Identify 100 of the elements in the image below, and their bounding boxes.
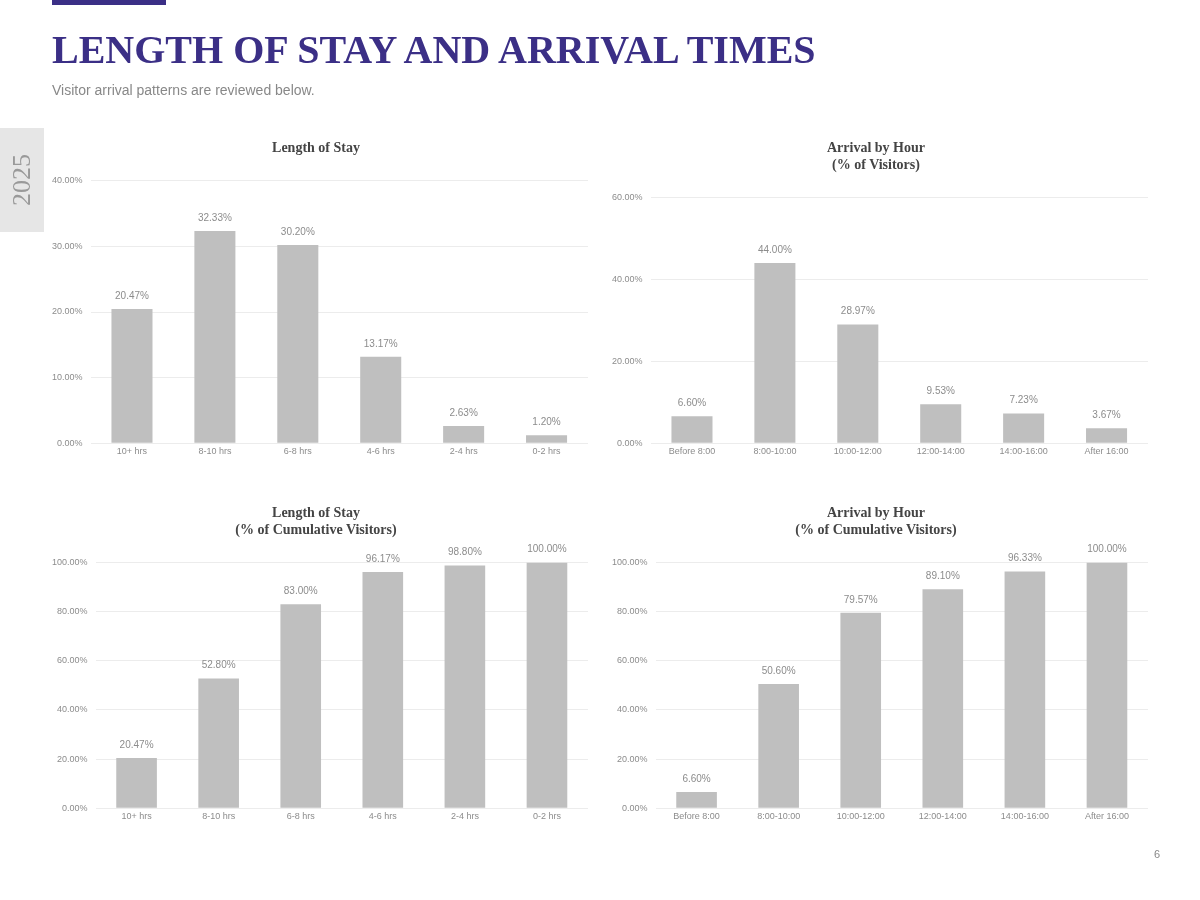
data-label: 52.80% [201,659,236,671]
x-tick-label: 12:00-14:00 [918,811,967,822]
data-label: 32.33% [197,211,232,223]
data-label: 98.80% [447,546,482,558]
data-label: 96.33% [1007,552,1042,564]
chart-title: Arrival by Hour (% of Cumulative Visitors) [795,505,958,538]
x-tick-label: 10+ hrs [121,811,153,822]
data-label: 2.63% [449,406,478,418]
data-label: 50.60% [761,664,796,676]
data-label: 13.17% [363,337,398,349]
data-label: 20.47% [115,289,150,301]
x-tick-label: 14:00-16:00 [999,446,1048,457]
y-tick-label: 30.00% [51,240,83,251]
bar [920,404,962,443]
text: 2025 [7,154,37,206]
chart-title: Arrival by Hour (% of Visitors) [827,140,925,173]
bar [671,416,713,443]
bar [922,589,964,808]
data-label: 20.47% [119,738,154,750]
y-tick-label: 60.00% [57,655,88,666]
x-tick-label: 8:00-10:00 [757,811,801,822]
data-label: 96.17% [365,552,400,564]
bar [1003,413,1045,443]
y-tick-label: 60.00% [611,192,643,203]
data-label: 1.20% [532,416,561,428]
bar [526,435,568,443]
x-tick-label: 2-4 hrs [449,446,479,457]
x-tick-label: 8-10 hrs [198,446,232,457]
y-tick-label: 100.00% [612,557,648,568]
bar [198,678,239,808]
y-tick-label: 40.00% [611,273,643,284]
y-tick-label: 20.00% [51,306,83,317]
y-tick-label: 0.00% [62,802,88,813]
x-tick-label: 8:00-10:00 [753,446,797,457]
y-tick-label: 20.00% [611,355,643,366]
chart-title: Length of Stay (% of Cumulative Visitors) [235,505,398,538]
x-tick-label: 12:00-14:00 [916,446,965,457]
data-label: 100.00% [527,543,567,555]
y-tick-label: 10.00% [51,372,83,383]
x-tick-label: 4-6 hrs [366,446,396,457]
bar [1086,428,1128,443]
y-tick-label: 20.00% [617,753,648,764]
y-tick-label: 40.00% [51,175,83,186]
x-tick-label: 2-4 hrs [450,811,480,822]
x-tick-label: 10+ hrs [116,446,148,457]
data-label: 28.97% [840,305,875,317]
x-tick-label: 10:00-12:00 [836,811,885,822]
bar [443,425,485,443]
data-label: 79.57% [843,593,878,605]
x-tick-label: After 16:00 [1084,446,1129,457]
y-tick-label: 20.00% [57,753,88,764]
bar [837,324,879,443]
bar [116,757,157,808]
y-tick-label: 40.00% [57,704,88,715]
x-tick-label: 6-8 hrs [283,446,313,457]
y-tick-label: 0.00% [616,437,643,448]
bar [360,356,402,443]
x-tick-label: 4-6 hrs [368,811,398,822]
bar [758,683,799,808]
bar [1004,571,1046,808]
text: LENGTH OF STAY AND ARRIVAL TIMES [52,26,816,73]
data-label: 6.60% [677,396,707,408]
chart-title: Length of Stay [272,140,360,156]
y-tick-label: 0.00% [622,802,648,813]
data-label: 7.23% [1009,394,1038,406]
data-label: 44.00% [757,243,792,255]
bar [526,562,568,808]
y-tick-label: 100.00% [52,557,88,568]
bar [444,565,486,808]
bar [754,263,796,443]
bar [111,308,153,443]
data-label: 100.00% [1087,543,1127,555]
x-tick-label: Before 8:00 [668,446,716,457]
bar [362,572,404,808]
bar [280,604,322,808]
bar [676,791,717,808]
bar [840,612,882,808]
x-tick-label: 8-10 hrs [202,811,236,822]
x-tick-label: Before 8:00 [673,811,720,822]
data-label: 89.10% [925,570,960,582]
y-tick-label: 80.00% [57,606,88,617]
x-tick-label: After 16:00 [1084,811,1129,822]
data-label: 9.53% [926,384,955,396]
x-tick-label: 14:00-16:00 [1000,811,1049,822]
data-label: 30.20% [280,225,315,237]
y-tick-label: 80.00% [617,606,648,617]
bar [194,231,236,443]
x-tick-label: 6-8 hrs [286,811,316,822]
y-tick-label: 0.00% [56,437,83,448]
y-tick-label: 40.00% [617,704,648,715]
text: Visitor arrival patterns are reviewed below. [52,82,315,98]
y-tick-label: 60.00% [617,655,648,666]
data-label: 6.60% [682,772,711,784]
data-label: 3.67% [1092,408,1121,420]
bar [277,245,319,443]
bar [1086,562,1128,808]
data-label: 83.00% [283,585,318,597]
x-tick-label: 10:00-12:00 [833,446,882,457]
x-tick-label: 0-2 hrs [532,811,562,822]
x-tick-label: 0-2 hrs [532,446,562,457]
